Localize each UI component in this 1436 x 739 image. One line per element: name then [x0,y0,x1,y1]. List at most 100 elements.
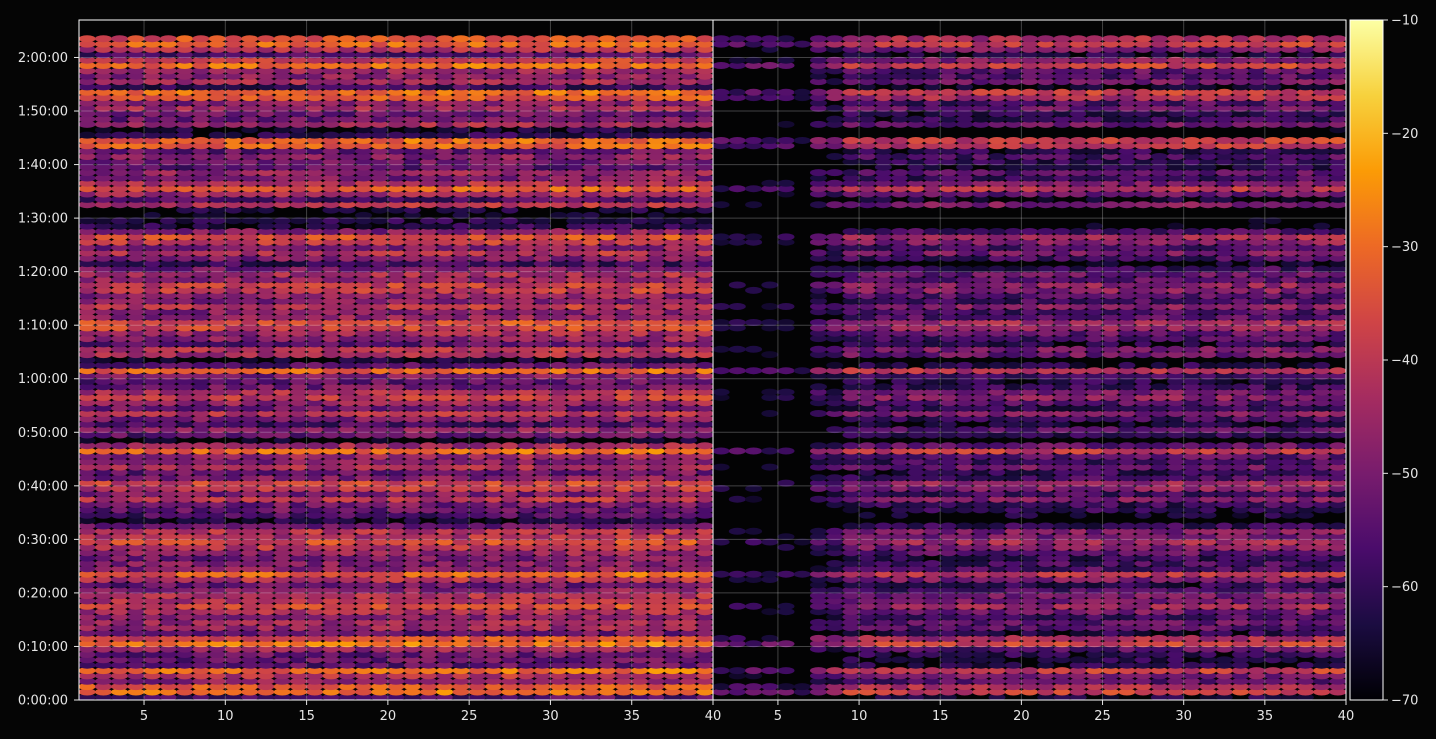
heatmap-cell [501,345,519,353]
heatmap-cell [224,72,242,80]
heatmap-cell [663,576,681,583]
heatmap-cell [306,297,324,305]
heatmap-cell [598,560,616,567]
heatmap-cell [501,426,519,434]
heatmap-cell [598,163,616,171]
heatmap-cell [143,651,161,658]
heatmap-cell [79,260,96,268]
heatmap-cell [94,142,112,150]
heatmap-cell [452,372,470,380]
heatmap-cell [371,661,389,669]
heatmap-cell [566,645,584,653]
heatmap-cell [452,667,470,675]
heatmap-cell [452,35,470,43]
heatmap-cell [306,527,324,535]
heatmap-cell [485,361,502,369]
heatmap-cell [436,688,454,696]
heatmap-cell [956,661,974,669]
heatmap-cell [468,667,486,675]
heatmap-cell [273,142,291,150]
heatmap-cell [208,517,226,525]
heatmap-cell [598,335,616,343]
heatmap-cell [647,276,665,284]
heatmap-cell [176,410,194,417]
heatmap-cell [696,254,713,262]
heatmap-cell [371,394,389,401]
heatmap-cell [94,431,112,439]
heatmap-cell [842,656,860,664]
heatmap-cell [631,640,649,648]
heatmap-cell [501,340,519,348]
heatmap-cell [306,560,324,567]
heatmap-cell [696,35,713,43]
heatmap-cell [127,62,145,69]
heatmap-cell [420,137,437,144]
heatmap-cell [436,78,454,86]
heatmap-cell [322,404,340,412]
heatmap-cell [988,667,1006,675]
heatmap-cell [371,576,389,583]
heatmap-cell [257,399,275,407]
heatmap-cell [452,211,470,219]
heatmap-cell [192,608,210,616]
heatmap-cell [680,270,698,278]
heatmap-cell [403,286,421,294]
heatmap-cell [485,222,502,230]
heatmap-cell [647,190,665,198]
heatmap-cell [533,560,551,567]
heatmap-cell [111,174,129,182]
heatmap-cell [403,324,421,332]
heatmap-cell [615,281,633,289]
heatmap-cell [566,490,584,498]
heatmap-cell [663,431,681,439]
heatmap-cell [517,67,535,75]
heatmap-cell [582,281,600,289]
heatmap-cell [598,677,616,685]
heatmap-cell [403,185,421,193]
heatmap-cell [273,335,291,343]
heatmap-cell [338,51,356,59]
heatmap-cell [159,142,177,150]
heatmap-cell [680,410,698,417]
heatmap-cell [111,549,129,557]
heatmap-cell [355,78,372,86]
heatmap-cell [208,88,226,96]
heatmap-cell [208,415,226,423]
heatmap-cell [176,479,194,487]
heatmap-cell [566,372,584,380]
heatmap-cell [111,319,129,326]
heatmap-cell [79,308,96,316]
heatmap-cell [598,495,616,503]
heatmap-cell [273,543,291,551]
heatmap-cell [208,249,226,257]
heatmap-cell [582,265,600,273]
heatmap-cell [387,324,405,332]
heatmap-cell [224,394,242,401]
heatmap-cell [79,447,96,455]
heatmap-cell [582,549,600,557]
heatmap-cell [533,688,551,696]
heatmap-cell [159,554,177,562]
heatmap-cell [1313,667,1331,675]
heatmap-cell [176,511,194,519]
heatmap-cell [1232,688,1249,696]
heatmap-cell [371,340,389,348]
heatmap-cell [647,463,665,471]
heatmap-cell [111,201,129,209]
heatmap-cell [696,495,713,503]
heatmap-cell [371,597,389,605]
heatmap-cell [696,201,713,209]
heatmap-cell [826,677,844,685]
heatmap-cell [566,345,584,353]
heatmap-cell [159,420,177,428]
heatmap-cell [208,474,226,482]
heatmap-cell [615,120,633,128]
heatmap-cell [501,490,519,498]
heatmap-cell [403,415,421,423]
heatmap-cell [452,394,470,401]
heatmap-cell [306,656,324,664]
heatmap-cell [501,581,519,589]
heatmap-cell [306,281,324,289]
heatmap-cell [257,286,275,294]
heatmap-cell [533,319,551,326]
